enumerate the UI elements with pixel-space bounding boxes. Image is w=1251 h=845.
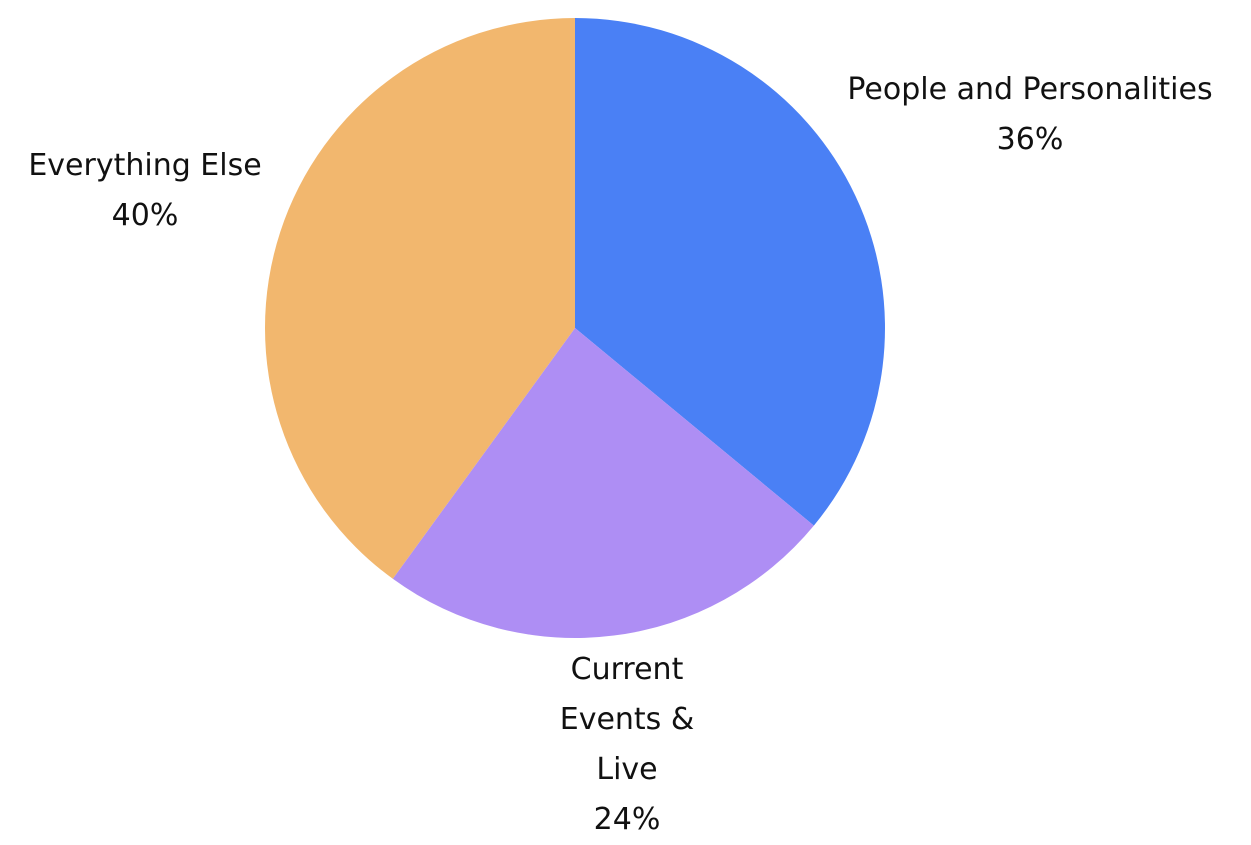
slice-label-percent: 40% [111, 198, 179, 233]
pie-slices [264, 18, 885, 639]
slice-label-current-events-and-live: Current Events & Live 24% [527, 645, 727, 845]
pie-slice-people-and-personalities [575, 18, 885, 526]
slice-label-people-and-personalities: People and Personalities 36% [810, 65, 1250, 165]
slice-label-percent: 24% [593, 802, 661, 837]
pie-slice-everything-else [264, 18, 575, 579]
slice-label-name: Everything Else [28, 148, 262, 183]
pie-slice-current-events-live [392, 328, 814, 639]
pie-chart [264, 18, 885, 639]
slice-label-everything-else: Everything Else 40% [0, 141, 290, 241]
slice-label-percent: 36% [996, 122, 1064, 157]
slice-label-name: Current Events & Live [559, 652, 695, 787]
slice-label-name: People and Personalities [847, 72, 1213, 107]
